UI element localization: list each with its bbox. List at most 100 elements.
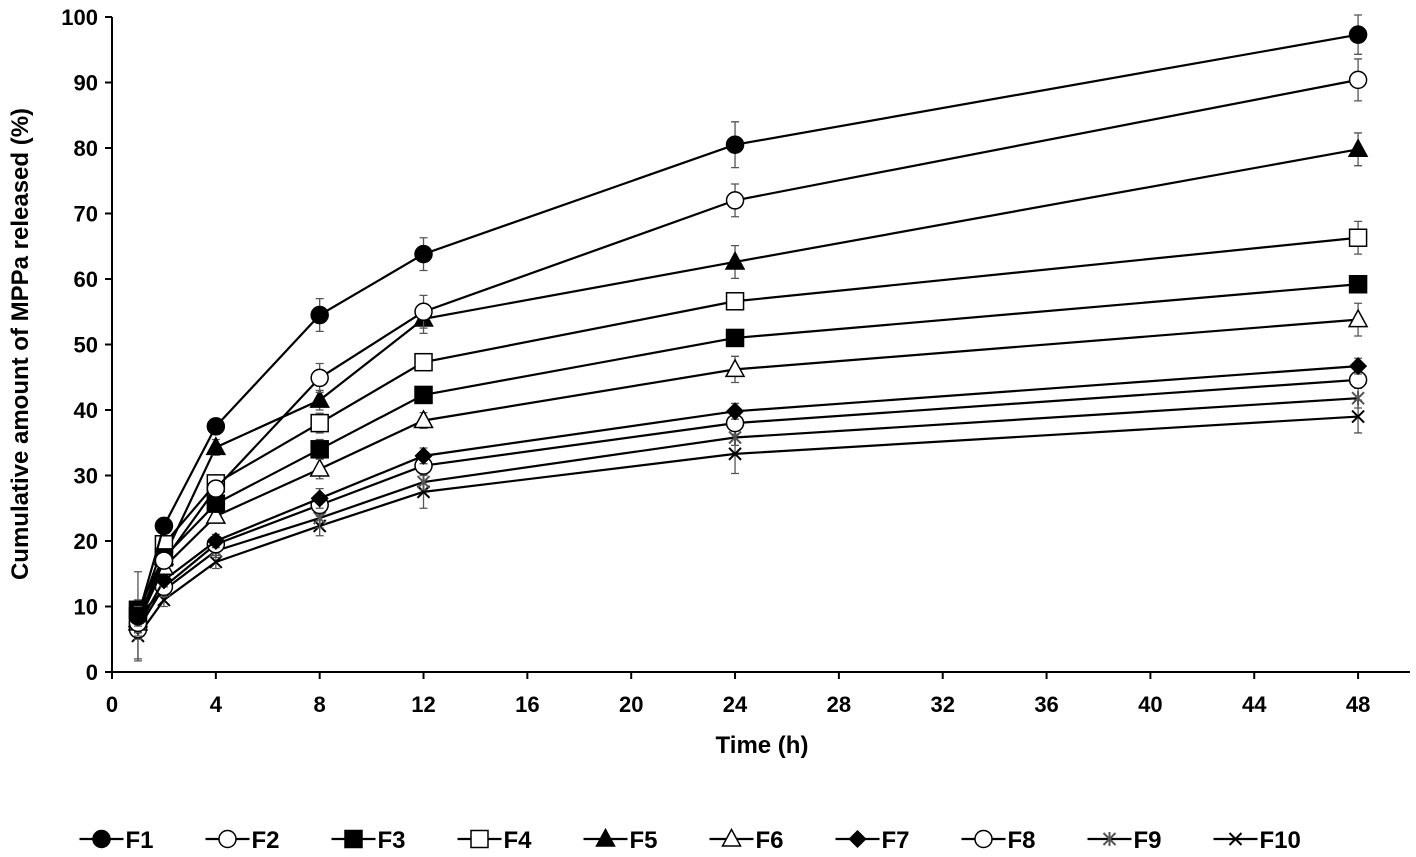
x-tick-label: 12 [411, 692, 435, 717]
x-tick-label: 0 [106, 692, 118, 717]
x-tick-label: 8 [314, 692, 326, 717]
data-point-f1 [310, 305, 329, 325]
data-point-f1 [154, 516, 174, 536]
data-point-f1 [725, 135, 745, 154]
x-tick-label: 16 [515, 692, 539, 717]
data-point-f1 [206, 417, 226, 436]
legend-label-f10: F10 [1260, 827, 1301, 854]
legend-label-f4: F4 [504, 827, 533, 854]
legend-label-f6: F6 [756, 827, 784, 854]
y-tick-label: 40 [74, 398, 98, 423]
legend-marker-f5 [595, 827, 616, 847]
x-tick-label: 28 [827, 692, 851, 717]
x-tick-label: 20 [619, 692, 643, 717]
x-tick-label: 32 [930, 692, 954, 717]
legend-marker-f3 [344, 829, 363, 849]
series-f7 [128, 357, 1368, 637]
data-point-f10 [416, 485, 431, 499]
data-point-f7 [206, 531, 225, 551]
data-point-f2 [414, 302, 433, 321]
y-tick-label: 30 [74, 464, 98, 489]
data-point-f1 [128, 607, 148, 626]
data-point-f10 [728, 447, 742, 461]
legend-marker-f8 [974, 829, 993, 849]
y-tick-label: 90 [74, 71, 98, 96]
data-point-f6 [205, 505, 227, 524]
y-axis-title: Cumulative amount of MPPa released (%) [7, 108, 34, 580]
data-point-f1 [1348, 25, 1368, 44]
data-point-f5 [724, 250, 746, 270]
data-point-f10 [157, 593, 171, 607]
legend-item-f7: F7 [835, 827, 910, 854]
x-axis-title: Time (h) [716, 732, 809, 759]
data-point-f2 [725, 191, 745, 210]
data-point-f9 [1351, 391, 1365, 406]
legend-item-f5: F5 [583, 827, 658, 854]
data-point-f10 [1351, 409, 1365, 424]
series-f6 [127, 302, 1369, 634]
legend-item-f4: F4 [457, 827, 533, 854]
series-f8 [128, 370, 1368, 640]
series-line-f2 [136, 78, 1359, 624]
legend-label-f1: F1 [126, 827, 154, 854]
legend-label-f3: F3 [378, 827, 406, 854]
legend-item-f9: F9 [1087, 827, 1162, 854]
data-point-f5 [1347, 138, 1369, 158]
series-layer [127, 14, 1369, 662]
data-point-f9 [728, 430, 742, 445]
data-point-f3 [310, 440, 329, 459]
y-tick-label: 10 [74, 595, 98, 620]
x-tick-label: 48 [1346, 692, 1370, 717]
data-point-f7 [414, 446, 433, 465]
series-f3 [128, 274, 1368, 621]
data-point-f2 [154, 551, 174, 570]
data-point-f1 [414, 244, 433, 264]
legend-label-f8: F8 [1008, 827, 1036, 854]
data-point-f7 [1349, 357, 1368, 376]
x-tick-label: 4 [210, 692, 223, 717]
y-tick-label: 80 [74, 136, 98, 161]
legend-item-f1: F1 [79, 827, 154, 854]
legend-item-f10: F10 [1213, 827, 1301, 854]
data-point-f2 [310, 368, 329, 388]
y-tick-label: 60 [74, 267, 98, 292]
legend-marker-f6 [721, 827, 742, 847]
data-point-f4 [1348, 228, 1368, 247]
series-f4 [128, 220, 1368, 627]
y-tick-label: 100 [61, 5, 98, 30]
data-point-f6 [309, 457, 330, 477]
data-point-f6 [724, 358, 746, 378]
data-point-f3 [414, 385, 433, 405]
y-tick-label: 0 [86, 660, 98, 685]
data-point-f3 [1348, 274, 1368, 294]
data-point-f6 [413, 409, 434, 429]
legend-item-f8: F8 [961, 827, 1036, 854]
data-point-f5 [205, 436, 227, 456]
data-point-f4 [414, 352, 433, 372]
legend-marker-f7 [848, 829, 867, 849]
legend-marker-f1 [92, 829, 111, 849]
legend-marker-f9 [1102, 832, 1117, 846]
x-tick-label: 44 [1242, 692, 1267, 717]
legend-marker-f4 [470, 829, 489, 849]
legend-label-f9: F9 [1134, 827, 1162, 854]
legend-item-f2: F2 [205, 827, 280, 854]
data-point-f2 [1348, 70, 1368, 90]
x-tick-label: 36 [1034, 692, 1058, 717]
legend-label-f7: F7 [882, 827, 910, 854]
y-tick-label: 50 [74, 333, 98, 358]
data-point-f3 [725, 328, 745, 348]
legend-marker-f10 [1228, 832, 1243, 846]
series-f2 [128, 58, 1368, 634]
series-line-f1 [136, 33, 1359, 617]
legend-item-f3: F3 [331, 827, 406, 854]
data-point-f4 [725, 292, 745, 311]
series-f1 [128, 14, 1368, 627]
y-tick-label: 70 [74, 202, 98, 227]
legend-label-f5: F5 [630, 827, 658, 854]
y-tick-label: 20 [74, 529, 98, 554]
data-point-f7 [725, 402, 745, 421]
